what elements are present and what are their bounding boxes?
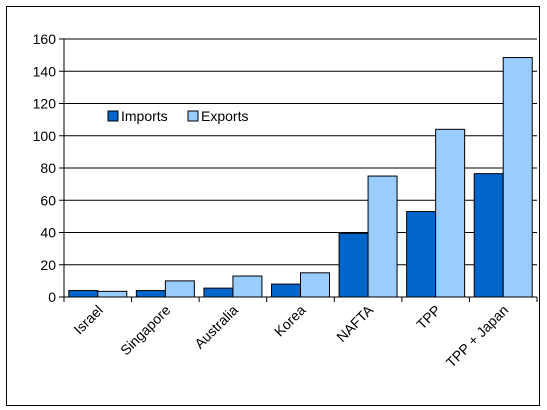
bar-imports-israel — [68, 290, 99, 298]
bar-imports-korea — [271, 283, 301, 298]
y-tick-label: 120 — [33, 96, 57, 112]
bar-imports-nafta — [338, 232, 369, 298]
bars — [68, 57, 533, 298]
bar-exports-singapore — [164, 280, 195, 298]
y-tick-label: 100 — [33, 128, 57, 144]
bar-imports-singapore — [135, 290, 166, 298]
x-tick-label: NAFTA — [333, 301, 376, 344]
gridlines — [64, 38, 537, 266]
legend-swatch-exports — [187, 110, 199, 122]
x-tick-label: TPP + Japan — [443, 302, 512, 371]
y-tick-label: 140 — [33, 63, 57, 79]
x-tick-label: TPP — [413, 302, 444, 333]
bar-exports-australia — [232, 275, 263, 298]
x-tick-labels: Israel Singapore Australia Korea NAFTA TPPTPP… — [70, 301, 511, 370]
y-tick-label: 80 — [40, 160, 56, 176]
bar-exports-israel — [97, 290, 128, 298]
bar-imports-tpp-japan — [473, 173, 504, 298]
y-tick-labels: 0 20 40 60 80 100 120 140 160 — [33, 31, 57, 305]
bar-exports-nafta — [367, 175, 398, 298]
bar-imports-australia — [203, 287, 234, 298]
y-tick-label: 160 — [33, 31, 57, 47]
y-tick-label: 60 — [40, 192, 56, 208]
y-tick-label: 40 — [40, 225, 56, 241]
x-tick-label: Israel — [70, 302, 106, 338]
x-tick-label: Korea — [271, 302, 309, 340]
legend-label-imports: Imports — [121, 108, 168, 124]
legend: Imports Exports — [107, 108, 248, 124]
x-tick-label: Australia — [191, 302, 241, 352]
bar-exports-korea — [300, 272, 330, 298]
legend-label-exports: Exports — [201, 108, 248, 124]
x-tick-label: Singapore — [117, 302, 174, 359]
bar-exports-tpp-japan — [502, 57, 533, 298]
bar-exports-tpp — [435, 128, 466, 298]
bar-imports-tpp — [406, 211, 437, 298]
legend-swatch-imports — [107, 110, 119, 122]
y-tick-label: 20 — [40, 257, 56, 273]
y-tick-label: 0 — [48, 289, 56, 305]
axes — [59, 38, 538, 302]
